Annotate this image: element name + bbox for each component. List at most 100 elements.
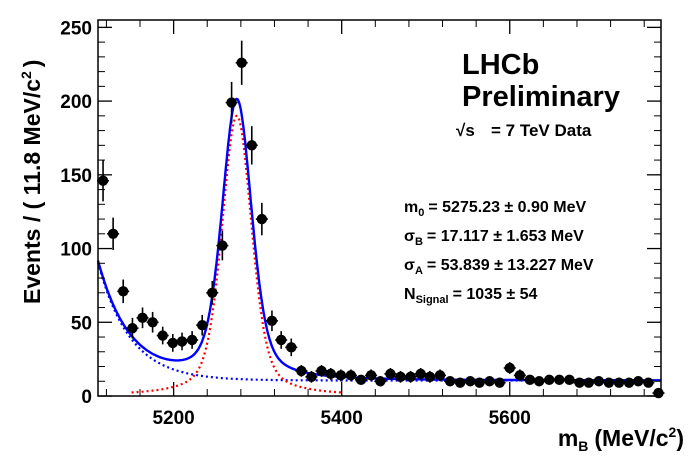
- fit-param-line: NSignal = 1035 ± 54: [404, 286, 538, 306]
- data-marker: [405, 371, 416, 383]
- param-symbol: σ: [404, 228, 415, 245]
- data-point: [225, 81, 238, 124]
- y-tick-label: 50: [71, 313, 92, 334]
- y-tick-label: 250: [60, 18, 92, 39]
- data-marker: [385, 368, 396, 380]
- data-point: [216, 230, 229, 261]
- data-point: [126, 317, 139, 339]
- data-point: [265, 310, 278, 332]
- data-point: [513, 369, 526, 382]
- sqrt-s-symbol: √s: [456, 121, 475, 140]
- data-point: [324, 367, 337, 380]
- param-subscript: Signal: [416, 294, 449, 306]
- data-point: [285, 338, 298, 357]
- data-point: [235, 40, 248, 85]
- data-marker: [533, 376, 545, 387]
- data-marker: [434, 370, 446, 381]
- data-point: [553, 374, 566, 385]
- data-point: [444, 376, 457, 387]
- data-marker: [474, 377, 485, 388]
- data-point: [107, 217, 120, 251]
- fit-parameters: m0 = 5275.23 ± 0.90 MeV σB = 17.117 ± 1.653…: [404, 199, 594, 306]
- data-point: [384, 367, 397, 380]
- data-point: [186, 331, 199, 349]
- data-point: [245, 126, 258, 165]
- data-point: [464, 376, 477, 387]
- data-marker: [176, 336, 188, 347]
- data-point: [355, 374, 368, 385]
- data-marker: [583, 377, 594, 388]
- data-marker: [454, 377, 466, 388]
- y-axis-sup: 2: [18, 71, 34, 79]
- data-point: [623, 377, 636, 388]
- data-point: [117, 279, 130, 304]
- data-point: [563, 374, 576, 385]
- data-marker: [266, 315, 278, 326]
- data-marker: [325, 368, 336, 380]
- param-symbol: σ: [404, 257, 415, 274]
- x-axis-unit-sup: 2: [669, 424, 677, 440]
- y-axis-title: Events / ( 11.8 MeV/c2): [18, 60, 45, 304]
- data-point: [434, 369, 447, 382]
- y-tick-label: 100: [60, 240, 92, 261]
- data-marker: [375, 376, 386, 387]
- data-marker: [564, 374, 575, 385]
- data-point: [255, 202, 268, 236]
- x-axis-title: mB (MeV/c2): [558, 424, 684, 454]
- fit-param-line: σB = 17.117 ± 1.653 MeV: [404, 228, 584, 248]
- data-marker: [186, 334, 198, 346]
- data-marker: [107, 228, 119, 240]
- data-point: [206, 280, 219, 305]
- data-point: [543, 374, 556, 385]
- data-point: [374, 376, 387, 387]
- data-marker: [217, 240, 228, 251]
- data-point: [414, 367, 427, 380]
- data-marker: [524, 374, 536, 385]
- data-point: [582, 377, 595, 388]
- fit-param-line: σA = 53.839 ± 13.227 MeV: [404, 257, 594, 277]
- y-axis-label: Events / ( 11.8 MeV/c: [19, 79, 45, 304]
- data-point: [315, 365, 328, 377]
- data-point: [97, 160, 110, 202]
- chart-subtitle: Preliminary: [462, 81, 620, 113]
- data-point: [533, 376, 546, 387]
- axis-ticks: 0 50 100 150 200 250 5200 5400 5600: [60, 18, 661, 429]
- param-value: = 5275.23 ± 0.90 MeV: [428, 199, 586, 216]
- data-point: [146, 311, 159, 333]
- data-point: [394, 370, 407, 383]
- param-value: = 53.839 ± 13.227 MeV: [427, 257, 594, 274]
- data-point: [334, 369, 347, 382]
- data-marker: [494, 377, 505, 388]
- data-point: [295, 365, 308, 377]
- y-tick-label: 200: [60, 92, 92, 113]
- data-point: [365, 369, 378, 382]
- data-marker: [196, 320, 208, 331]
- data-point: [166, 334, 179, 352]
- data-marker: [554, 374, 565, 385]
- data-marker: [633, 376, 644, 387]
- data-marker: [296, 365, 307, 377]
- data-point: [602, 377, 615, 388]
- data-points: [97, 40, 665, 399]
- data-marker: [574, 377, 585, 388]
- data-point: [493, 377, 506, 388]
- data-marker: [643, 377, 654, 388]
- data-point: [473, 377, 486, 388]
- data-marker: [207, 287, 218, 298]
- x-axis-symbol: m: [558, 425, 578, 451]
- data-point: [592, 376, 605, 387]
- data-point: [404, 370, 417, 383]
- data-marker: [118, 286, 129, 297]
- data-marker: [97, 175, 109, 186]
- background-fit-curve: [96, 262, 661, 382]
- data-marker: [275, 334, 287, 346]
- data-marker: [157, 330, 168, 341]
- param-symbol: N: [404, 286, 416, 303]
- param-value: = 1035 ± 54: [453, 286, 538, 303]
- data-marker: [603, 377, 615, 388]
- data-marker: [444, 376, 456, 387]
- data-marker: [167, 337, 178, 349]
- data-point: [483, 376, 496, 387]
- data-point: [305, 370, 318, 383]
